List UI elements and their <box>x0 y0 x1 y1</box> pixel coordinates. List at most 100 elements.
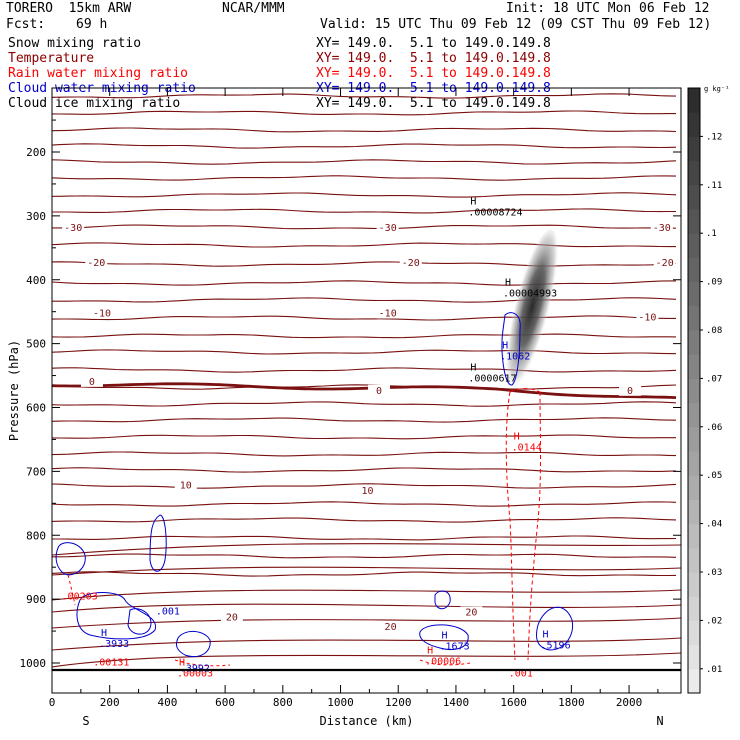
colorbar-segment <box>688 160 700 186</box>
label-backdrop <box>379 621 402 633</box>
colorbar-segment <box>688 257 700 283</box>
colorbar-segment <box>688 644 700 670</box>
colorbar-segment <box>688 451 700 476</box>
label-backdrop <box>399 257 422 269</box>
isotherm-label: 0 <box>89 377 95 388</box>
cloud-water-contour <box>76 592 156 640</box>
colorbar-tick-label: .04 <box>706 520 722 530</box>
cloud-water-contour <box>501 312 521 386</box>
colorbar-tick-label: .01 <box>706 665 722 675</box>
colorbar-tick-label: .11 <box>706 181 722 191</box>
maximum-value: .001 <box>509 669 533 680</box>
isotherm-line <box>51 401 677 407</box>
maximum-marker: H <box>470 196 476 207</box>
label-backdrop <box>368 384 391 396</box>
colorbar-segment <box>688 378 700 404</box>
isotherm-line <box>52 208 676 214</box>
maximum-value: .00131 <box>93 658 129 669</box>
label-backdrop <box>460 606 483 618</box>
snow-shading <box>502 229 558 401</box>
y-tick-label: 700 <box>26 465 46 478</box>
isotherm-label: -30 <box>379 223 397 234</box>
isotherm-line <box>51 603 682 613</box>
forecast-label: Fcst: <box>6 17 46 32</box>
maximum-marker: H <box>502 341 508 352</box>
label-backdrop <box>636 311 659 323</box>
zero-isotherm <box>51 382 677 399</box>
isotherm-line <box>51 110 676 116</box>
maximum-value: .5196 <box>541 640 571 651</box>
maximum-marker: H <box>505 277 511 288</box>
isotherm-line <box>51 566 682 576</box>
colorbar-tick-label: .12 <box>706 132 722 142</box>
maximum-marker: H <box>514 431 520 442</box>
label-backdrop <box>619 384 642 396</box>
y-tick-label: 500 <box>26 338 46 351</box>
isotherm-line <box>51 571 677 577</box>
maximum-value: .00004993 <box>503 288 557 299</box>
colorbar-segment <box>688 572 700 597</box>
isotherm-label: 20 <box>465 607 477 618</box>
label-backdrop <box>376 307 399 319</box>
colorbar-segment <box>688 233 700 258</box>
cloud-water-contour <box>536 607 574 651</box>
y-tick-label: 200 <box>26 146 46 159</box>
label-backdrop <box>220 611 243 623</box>
x-tick-label: 200 <box>100 696 120 709</box>
isotherm-label: -30 <box>64 223 82 234</box>
isotherm-label: 10 <box>180 480 192 491</box>
y-tick-label: 300 <box>26 210 46 223</box>
colorbar-segment <box>688 330 700 355</box>
isotherm-label: 0 <box>627 386 633 397</box>
maximum-value: .3933 <box>99 639 129 650</box>
isotherm-label: -20 <box>402 258 420 269</box>
colorbar-segment <box>688 305 700 331</box>
field-xy-range: XY= 149.0. 5.1 to 149.0.149.8 <box>316 36 551 51</box>
isotherm-line <box>51 349 677 355</box>
colorbar-segment <box>688 668 700 694</box>
isotherm-line <box>51 242 676 248</box>
isotherm-label: -30 <box>653 223 671 234</box>
maximum-marker: H <box>427 645 433 656</box>
label-backdrop <box>376 221 399 233</box>
y-tick-label: 1000 <box>20 657 47 670</box>
isotherm-line <box>51 261 677 267</box>
y-tick-label: 600 <box>26 402 46 415</box>
colorbar-segment <box>688 112 700 137</box>
cloud-water-contour <box>149 514 167 572</box>
maximum-marker: H <box>442 631 448 642</box>
cloud-water-contour <box>434 590 451 610</box>
colorbar-tick-label: .08 <box>706 326 722 336</box>
x-tick-label: 2000 <box>616 696 643 709</box>
x-end-label-right: N <box>656 714 663 728</box>
label-backdrop <box>653 257 676 269</box>
maximum-marker: .001 <box>156 606 180 617</box>
forecast-hour: 69 h <box>76 17 108 32</box>
colorbar-unit: g kg⁻¹ <box>704 85 729 93</box>
x-tick-label: 1000 <box>327 696 354 709</box>
colorbar-tick-label: .06 <box>706 423 722 433</box>
cloud-water-contour <box>127 608 152 635</box>
x-tick-label: 1200 <box>385 696 412 709</box>
colorbar-frame <box>687 87 701 694</box>
colorbar-segment <box>688 184 700 210</box>
valid-time: Valid: 15 UTC Thu 09 Feb 12 (09 CST Thu … <box>320 17 712 32</box>
init-time: Init: 18 UTC Mon 06 Feb 12 <box>506 1 710 16</box>
colorbar-segment <box>688 281 700 307</box>
isotherm-label: -20 <box>87 258 105 269</box>
y-axis-title: Pressure (hPa) <box>7 340 21 441</box>
isotherm-label: 0 <box>376 386 382 397</box>
isotherm-label: -10 <box>379 309 397 320</box>
label-backdrop <box>356 485 379 497</box>
x-tick-label: 1400 <box>443 696 470 709</box>
field-name: Temperature <box>8 51 95 66</box>
field-xy-range: XY= 149.0. 5.1 to 149.0.149.8 <box>316 66 551 81</box>
colorbar-segment <box>688 209 700 234</box>
isotherm-label: -10 <box>638 312 656 323</box>
y-tick-label: 400 <box>26 274 46 287</box>
isotherm-label: 10 <box>361 486 373 497</box>
maximum-marker: H <box>179 658 185 669</box>
x-tick-label: 800 <box>273 696 293 709</box>
